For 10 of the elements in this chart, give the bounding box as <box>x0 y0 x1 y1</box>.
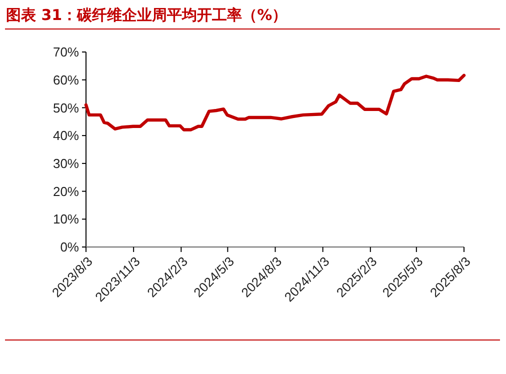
y-tick-label: 60% <box>52 72 80 88</box>
chart-title: 图表 31：碳纤维企业周平均开工率（%） <box>6 6 288 24</box>
y-tick-label: 10% <box>52 212 80 227</box>
y-tick-label: 70% <box>52 44 80 60</box>
y-tick-label: 30% <box>52 156 80 171</box>
y-tick-label: 20% <box>52 184 80 199</box>
line-series <box>84 74 466 132</box>
y-tick-label: 50% <box>52 100 80 116</box>
y-tick-label: 0% <box>60 240 80 255</box>
y-tick-label: 40% <box>52 128 80 144</box>
